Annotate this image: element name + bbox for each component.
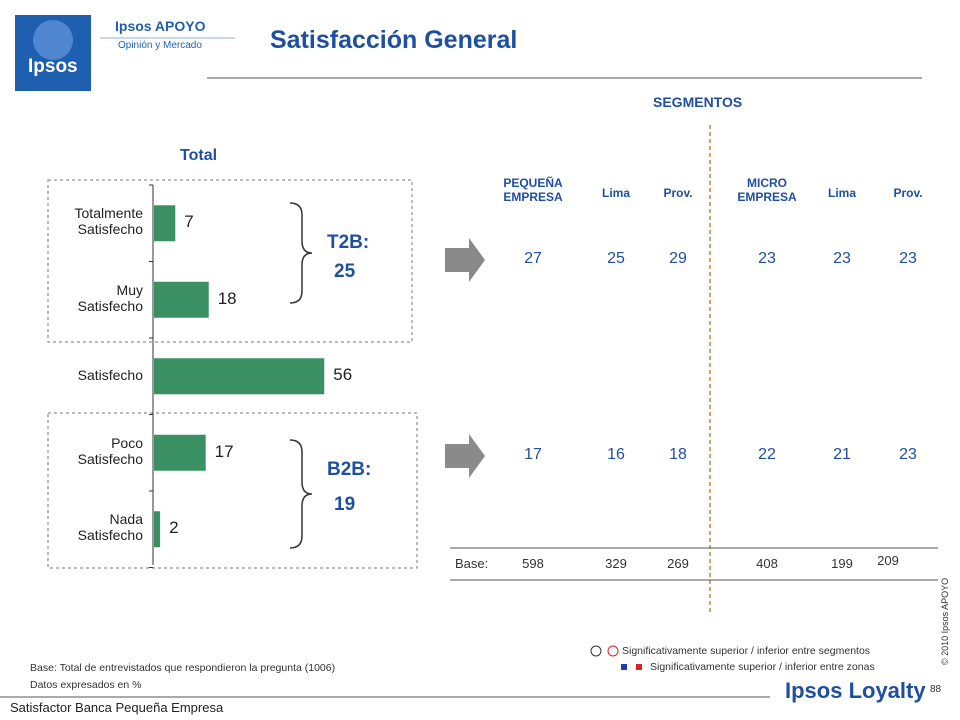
legend-text: Significativamente superior / inferior e…	[650, 661, 875, 673]
column-header: Prov.	[893, 186, 923, 200]
base-cell: 209	[877, 553, 899, 568]
legend-square	[621, 664, 627, 670]
column-header: Prov.	[663, 186, 693, 200]
base-cell: 408	[756, 556, 778, 571]
t2b-cell: 29	[669, 250, 687, 267]
column-header: PEQUEÑA EMPRESA	[503, 176, 563, 204]
legend-circle	[590, 645, 602, 657]
arrow	[445, 434, 485, 478]
logo-mark: Ipsos	[28, 56, 78, 77]
b2b-cell: 17	[524, 446, 542, 463]
base-cell: 269	[667, 556, 689, 571]
footer-brand: Ipsos Loyalty	[785, 678, 926, 703]
t2b-value: 25	[334, 261, 356, 282]
bar	[154, 205, 176, 242]
logo-head	[33, 20, 73, 60]
b2b-cell: 16	[607, 446, 625, 463]
t2b-cell: 23	[899, 250, 917, 267]
page-number: 88	[930, 684, 942, 695]
column-header: Lima	[827, 186, 856, 200]
chart-title: Total	[180, 147, 218, 164]
category-label: Satisfecho	[77, 367, 143, 384]
b2b-box	[47, 412, 418, 569]
category-label: Poco Satisfecho	[77, 434, 143, 467]
column-header: Lima	[601, 186, 630, 200]
category-label: Nada Satisfecho	[77, 511, 143, 544]
column-header: MICRO EMPRESA	[737, 176, 797, 204]
arrow	[445, 238, 485, 282]
b2b-brace	[289, 439, 313, 549]
b2b-cell: 22	[758, 446, 776, 463]
footer-text: Satisfactor Banca Pequeña Empresa	[10, 700, 224, 715]
base-cell: 598	[522, 556, 544, 571]
category-label: Totalmente Satisfecho	[74, 205, 143, 238]
bar-value-label: 17	[214, 441, 234, 461]
bar	[154, 434, 206, 471]
segments-title: SEGMENTOS	[653, 94, 743, 110]
t2b-cell: 27	[524, 250, 542, 267]
b2b-cell: 23	[899, 446, 917, 463]
category-label: Muy Satisfecho	[77, 281, 143, 314]
bar	[154, 358, 325, 395]
b2b-value: 19	[334, 494, 356, 515]
bar	[154, 281, 209, 318]
t2b-cell: 25	[607, 250, 625, 267]
logo-tagline: Opinión y Mercado	[118, 40, 202, 51]
bar-value-label: 56	[333, 365, 353, 385]
base-cell: 329	[605, 556, 627, 571]
b2b-cell: 21	[833, 446, 851, 463]
t2b-brace	[289, 202, 313, 304]
bar-value-label: 2	[169, 518, 179, 538]
legend-circle	[607, 645, 619, 657]
bar-value-label: 18	[217, 288, 237, 308]
t2b-label: T2B:	[327, 232, 370, 253]
slide-title: Satisfacción General	[270, 26, 518, 54]
logo-brand: Ipsos APOYO	[115, 18, 206, 34]
b2b-cell: 18	[669, 446, 687, 463]
t2b-cell: 23	[833, 250, 851, 267]
legend-text: Significativamente superior / inferior e…	[622, 645, 871, 657]
base-cell: 199	[831, 556, 853, 571]
b2b-label: B2B:	[327, 459, 372, 480]
legend-square	[636, 664, 642, 670]
note: Base: Total de entrevistados que respond…	[30, 662, 336, 674]
t2b-box	[47, 179, 413, 343]
note: Datos expresados en %	[30, 679, 142, 691]
copyright: © 2010 Ipsos APOYO	[940, 577, 950, 665]
bar	[154, 511, 161, 548]
t2b-cell: 23	[758, 250, 776, 267]
bar-value-label: 7	[184, 212, 194, 232]
base-label: Base:	[455, 556, 489, 571]
